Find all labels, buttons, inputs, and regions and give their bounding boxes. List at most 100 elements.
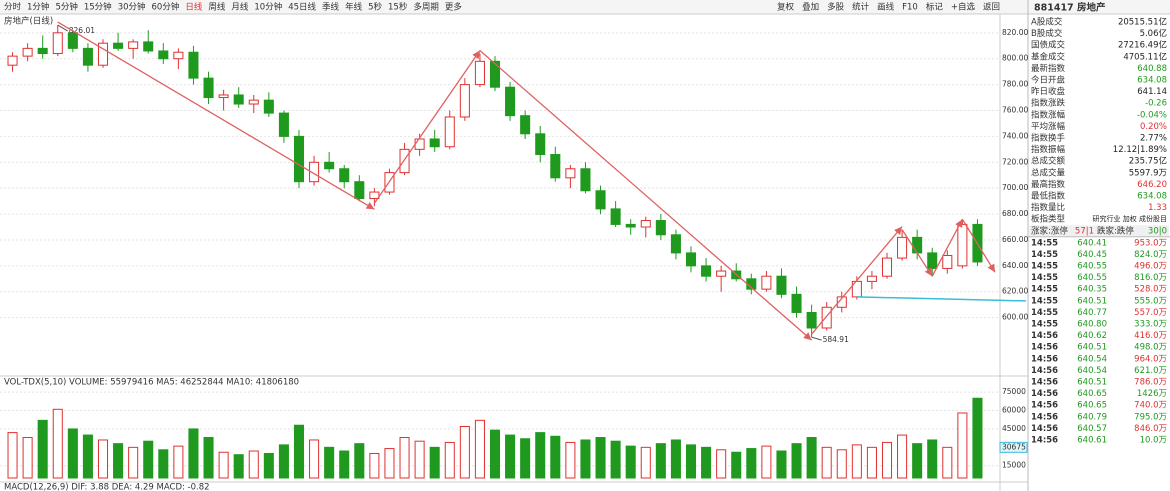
stat-label: 国债成交 <box>1031 40 1066 51</box>
candle-body <box>67 32 78 49</box>
candle-body <box>866 275 877 282</box>
candle-body <box>942 254 953 269</box>
stat-value: -0.04% <box>1137 110 1167 120</box>
volume-bar <box>716 449 727 479</box>
period-tab[interactable]: 更多 <box>445 2 463 13</box>
period-tab[interactable]: 5分钟 <box>55 2 77 13</box>
period-tab[interactable]: 60分钟 <box>152 2 180 13</box>
tick-price: 640.41 <box>1077 238 1107 248</box>
tick-volume: 496.0万 <box>1134 262 1167 272</box>
stat-label: 最新指数 <box>1031 63 1066 74</box>
tick-price: 640.77 <box>1077 308 1107 318</box>
period-tab[interactable]: 5秒 <box>368 2 382 13</box>
y-tick-label: 740.00 <box>1002 131 1028 140</box>
volume-bar <box>746 448 757 479</box>
period-tab[interactable]: 分时 <box>4 2 22 13</box>
tool-button[interactable]: 画线 <box>877 2 895 13</box>
period-tab[interactable]: 15秒 <box>388 2 408 13</box>
stat-value: 640.88 <box>1137 64 1167 74</box>
volume-bar <box>972 397 983 479</box>
candle-body <box>640 220 651 228</box>
period-tab[interactable]: 1分钟 <box>27 2 49 13</box>
period-tab[interactable]: 45日线 <box>288 2 316 13</box>
stat-value: 4705.11亿 <box>1123 51 1167 62</box>
candle-body <box>761 275 772 290</box>
volume-bar <box>459 425 470 479</box>
tick-time: 14:56 <box>1031 343 1058 353</box>
tick-time: 14:56 <box>1031 436 1058 446</box>
volume-bar <box>806 437 817 479</box>
tool-button[interactable]: 叠加 <box>802 2 819 13</box>
y-tick-label: 800.00 <box>1002 54 1028 63</box>
volume-bar <box>324 446 335 479</box>
candle-body <box>474 60 485 86</box>
tick-price: 640.54 <box>1077 354 1107 364</box>
period-tab[interactable]: 年线 <box>345 2 363 13</box>
tool-button[interactable]: +自选 <box>951 2 976 13</box>
candle-body <box>37 47 48 55</box>
tool-button[interactable]: 多股 <box>827 2 845 13</box>
tick-volume: 498.0万 <box>1134 343 1167 353</box>
stat-label: 最高指数 <box>1031 179 1066 190</box>
tick-time: 14:55 <box>1031 308 1058 318</box>
volume-cursor-label: 30675 <box>1002 442 1026 451</box>
volume-bar <box>128 446 139 479</box>
candle-body <box>354 181 365 200</box>
volume-bar <box>7 432 18 479</box>
tick-time: 14:55 <box>1031 250 1058 260</box>
period-tab[interactable]: 周线 <box>208 2 226 13</box>
stat-label: 板指类型 <box>1031 214 1066 225</box>
candle-body <box>610 208 621 225</box>
stat-label: B股成交 <box>1031 28 1063 39</box>
tool-button[interactable]: 统计 <box>852 2 870 13</box>
trend-arrow <box>901 229 933 277</box>
period-tab[interactable]: 10分钟 <box>254 2 282 13</box>
extreme-pointer <box>57 24 69 32</box>
tool-button[interactable]: F10 <box>902 3 918 13</box>
tick-price: 640.45 <box>1077 250 1107 260</box>
period-tab[interactable]: 30分钟 <box>118 2 146 13</box>
volume-bar <box>942 446 953 479</box>
y-tick-label: 760.00 <box>1002 106 1028 115</box>
stat-value: 2.77% <box>1140 134 1167 144</box>
volume-bar <box>429 446 440 479</box>
stat-value: 5.06亿 <box>1140 28 1167 39</box>
volume-bar <box>444 441 455 479</box>
volume-bar <box>761 445 772 479</box>
volume-bar <box>791 443 802 479</box>
stat-value: 634.08 <box>1137 76 1167 86</box>
candle-body <box>716 270 727 277</box>
period-tab[interactable]: 15分钟 <box>84 2 112 13</box>
candle-body <box>143 41 154 52</box>
tool-button[interactable]: 复权 <box>777 2 795 13</box>
chart-title: 房地产(日线) <box>4 16 53 27</box>
stat-value: 研究行业 加权 成份股目 <box>1093 214 1167 223</box>
volume-bar <box>52 408 63 479</box>
candle-body <box>52 32 63 55</box>
volume-bar <box>610 440 621 479</box>
candle-body <box>670 234 681 254</box>
period-tab[interactable]: 多周期 <box>413 2 439 13</box>
stat-value: 641.14 <box>1137 87 1167 97</box>
candle-body <box>399 148 410 174</box>
tick-price: 640.61 <box>1077 436 1107 446</box>
tick-volume: 786.0万 <box>1134 378 1167 388</box>
candle-body <box>414 138 425 150</box>
volume-bar <box>309 439 320 479</box>
period-tab[interactable]: 日线 <box>185 2 203 13</box>
candle-body <box>625 223 636 228</box>
period-tab[interactable]: 月线 <box>231 2 249 13</box>
breadth-row <box>1029 225 1169 237</box>
tick-volume: 557.0万 <box>1134 308 1167 318</box>
period-tab[interactable]: 季线 <box>322 2 340 13</box>
stat-value: 5597.9万 <box>1129 168 1167 178</box>
stat-value: 20515.51亿 <box>1118 17 1167 28</box>
tool-button[interactable]: 返回 <box>983 2 1000 13</box>
candle-body <box>97 42 109 66</box>
tool-button[interactable]: 标记 <box>926 2 944 13</box>
candle-body <box>188 51 199 79</box>
volume-bar <box>263 452 274 479</box>
stat-value: 634.08 <box>1137 192 1167 202</box>
volume-bar <box>67 428 78 479</box>
